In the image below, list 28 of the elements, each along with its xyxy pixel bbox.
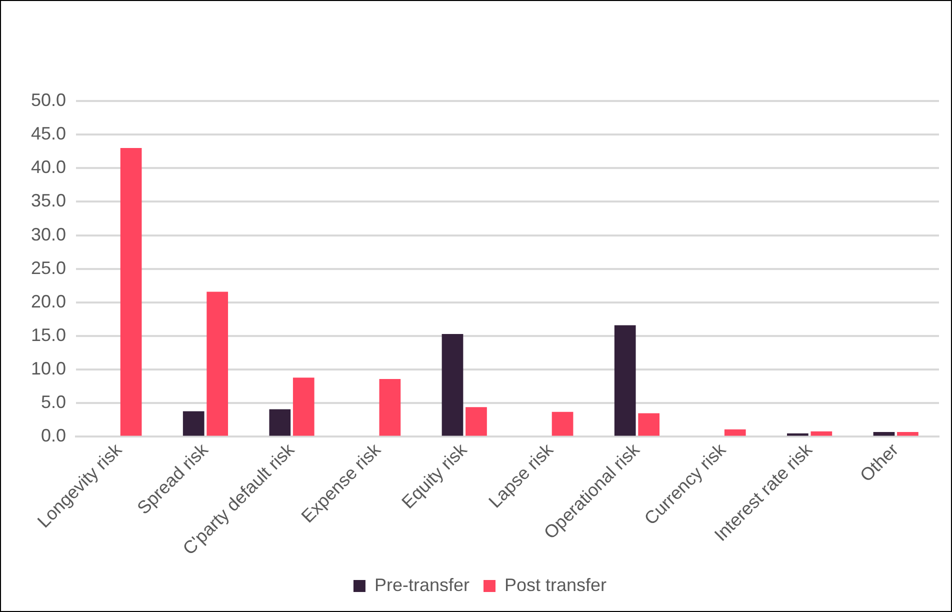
- legend-label: Pre-transfer: [374, 574, 470, 595]
- bar: [379, 378, 401, 436]
- bar: [810, 431, 832, 436]
- y-tick-label: 0.0: [41, 426, 66, 446]
- bar: [897, 432, 918, 436]
- bar: [269, 409, 291, 436]
- y-tick-label: 10.0: [30, 358, 66, 379]
- bar: [873, 432, 895, 436]
- bar: [614, 325, 636, 436]
- y-tick-label: 35.0: [30, 190, 66, 211]
- bar: [466, 407, 487, 436]
- bar: [552, 412, 574, 436]
- bar: [292, 378, 314, 436]
- bar: [442, 334, 464, 436]
- y-tick-label: 5.0: [41, 392, 66, 412]
- bar: [182, 411, 204, 436]
- y-tick-label: 15.0: [30, 324, 66, 345]
- legend-label: Post transfer: [504, 574, 607, 595]
- bar: [120, 148, 142, 436]
- y-tick-label: 25.0: [30, 258, 66, 278]
- bar: [206, 292, 228, 436]
- bar: [724, 429, 746, 436]
- y-tick-label: 20.0: [30, 291, 66, 312]
- y-tick-label: 40.0: [30, 157, 66, 178]
- y-tick-label: 45.0: [30, 124, 66, 144]
- y-tick-label: 50.0: [30, 90, 66, 110]
- bar: [638, 413, 660, 436]
- y-tick-label: 30.0: [30, 224, 66, 244]
